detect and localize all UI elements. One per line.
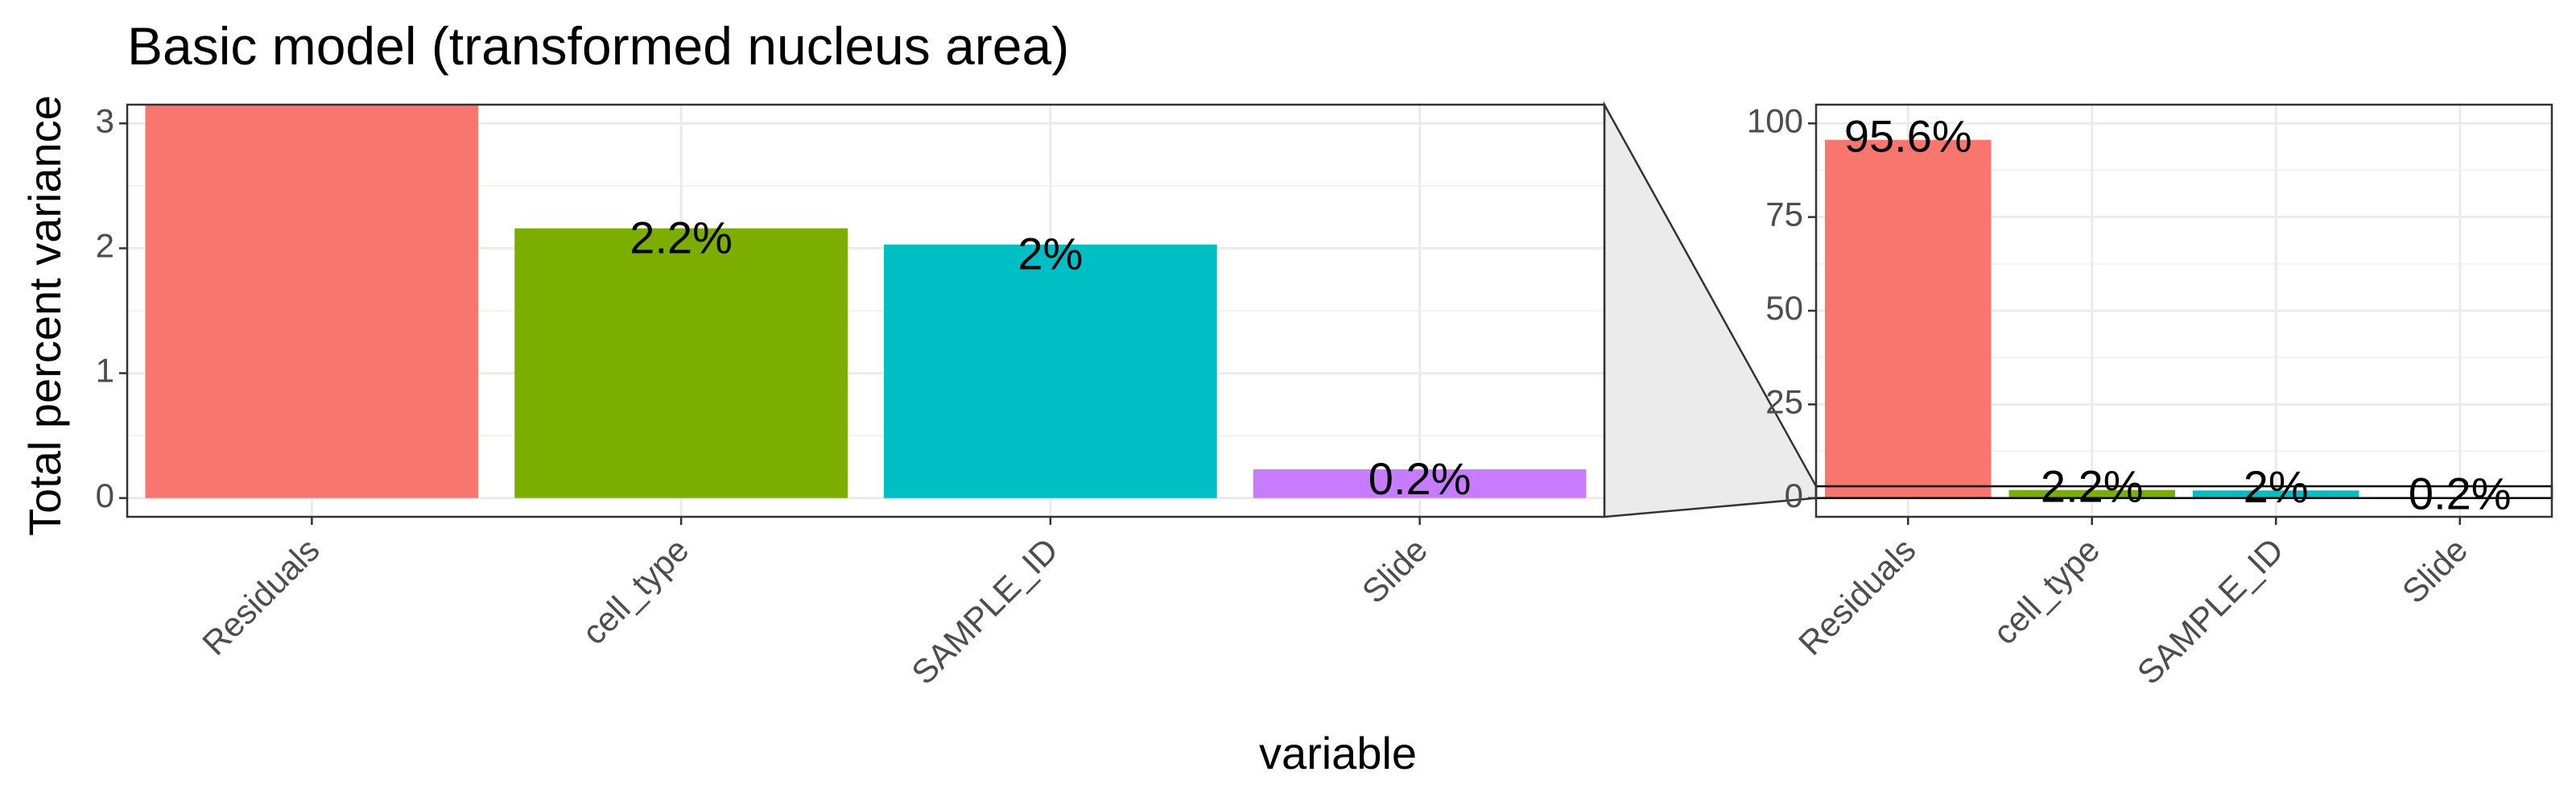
zoomed-data-label: 2% [1018, 229, 1083, 279]
zoomed-bar-slide [1253, 469, 1587, 498]
full-x-tick-label: Residuals [1791, 530, 1923, 663]
zoomed-panel: 2.2% 2% 0.2% 0 1 2 3 Residuals cell_type SAMPLE_I… [96, 101, 1606, 691]
full-x-tick-label: Slide [2395, 530, 2475, 610]
zoomed-y-tick-label: 1 [96, 352, 114, 390]
zoomed-data-label: 2.2% [630, 212, 733, 262]
full-y-tick-label: 25 [1765, 382, 1803, 420]
full-bars [1825, 139, 2543, 498]
zoomed-bar-cell-type [514, 228, 848, 498]
zoomed-bar-residuals [145, 105, 479, 498]
full-bar-sample-id [2193, 490, 2359, 498]
zoomed-bars [145, 105, 1587, 498]
zoomed-x-tick-label: cell_type [575, 530, 696, 651]
full-data-label: 95.6% [1844, 111, 1972, 162]
full-bar-residuals [1825, 139, 1992, 498]
full-bar-cell-type [2008, 489, 2175, 498]
zoomed-y-tick-label: 0 [96, 477, 114, 514]
zoomed-panel-border [126, 103, 1606, 518]
full-y-tick-label: 50 [1765, 289, 1803, 327]
full-x-tick-label: SAMPLE_ID [2130, 530, 2291, 691]
zoomed-y-tick-label: 2 [96, 227, 114, 265]
chart-title: Basic model (transformed nucleus area) [127, 16, 1069, 76]
zoomed-y-tick-label: 3 [96, 101, 114, 139]
y-axis-title: Total percent variance [19, 95, 70, 536]
zoomed-x-tick-label: SAMPLE_ID [904, 530, 1065, 691]
full-y-tick-label: 100 [1747, 101, 1803, 139]
x-axis-title: variable [1259, 728, 1417, 778]
zoomed-x-tick-label: Residuals [195, 530, 327, 663]
full-x-tick-label: cell_type [1986, 530, 2107, 651]
full-data-label: 0.2% [2409, 468, 2512, 518]
full-y-tick-label: 75 [1765, 196, 1803, 233]
zoomed-data-label: 0.2% [1368, 453, 1472, 504]
full-y-tick-label: 0 [1785, 477, 1803, 514]
zoomed-bar-sample-id [884, 244, 1217, 498]
zoomed-x-tick-label: Slide [1355, 530, 1435, 610]
